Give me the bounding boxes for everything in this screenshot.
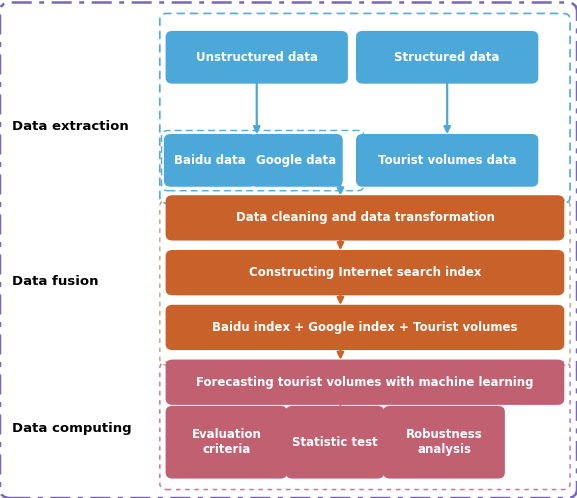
Text: Data cleaning and data transformation: Data cleaning and data transformation [235,211,494,225]
FancyBboxPatch shape [166,305,564,350]
FancyBboxPatch shape [166,31,348,84]
Text: Evaluation
criteria: Evaluation criteria [192,428,261,456]
FancyBboxPatch shape [164,134,257,187]
Text: Statistic test: Statistic test [292,436,378,449]
Text: Baidu data: Baidu data [174,154,246,167]
Text: Data fusion: Data fusion [12,275,98,288]
FancyBboxPatch shape [166,195,564,241]
FancyBboxPatch shape [166,360,564,405]
FancyBboxPatch shape [356,134,538,187]
Text: Robustness
analysis: Robustness analysis [406,428,482,456]
Text: Data computing: Data computing [12,422,131,435]
Text: Forecasting tourist volumes with machine learning: Forecasting tourist volumes with machine… [196,375,534,389]
FancyBboxPatch shape [166,406,287,479]
Text: Data extraction: Data extraction [12,121,128,133]
FancyBboxPatch shape [166,250,564,295]
FancyBboxPatch shape [286,406,384,479]
FancyBboxPatch shape [356,31,538,84]
FancyBboxPatch shape [383,406,505,479]
Text: Structured data: Structured data [395,51,500,64]
Text: Unstructured data: Unstructured data [196,51,318,64]
FancyBboxPatch shape [250,134,343,187]
Text: Tourist volumes data: Tourist volumes data [378,154,516,167]
Text: Google data: Google data [256,154,336,167]
Text: Constructing Internet search index: Constructing Internet search index [249,266,481,279]
Text: Baidu index + Google index + Tourist volumes: Baidu index + Google index + Tourist vol… [212,321,518,334]
